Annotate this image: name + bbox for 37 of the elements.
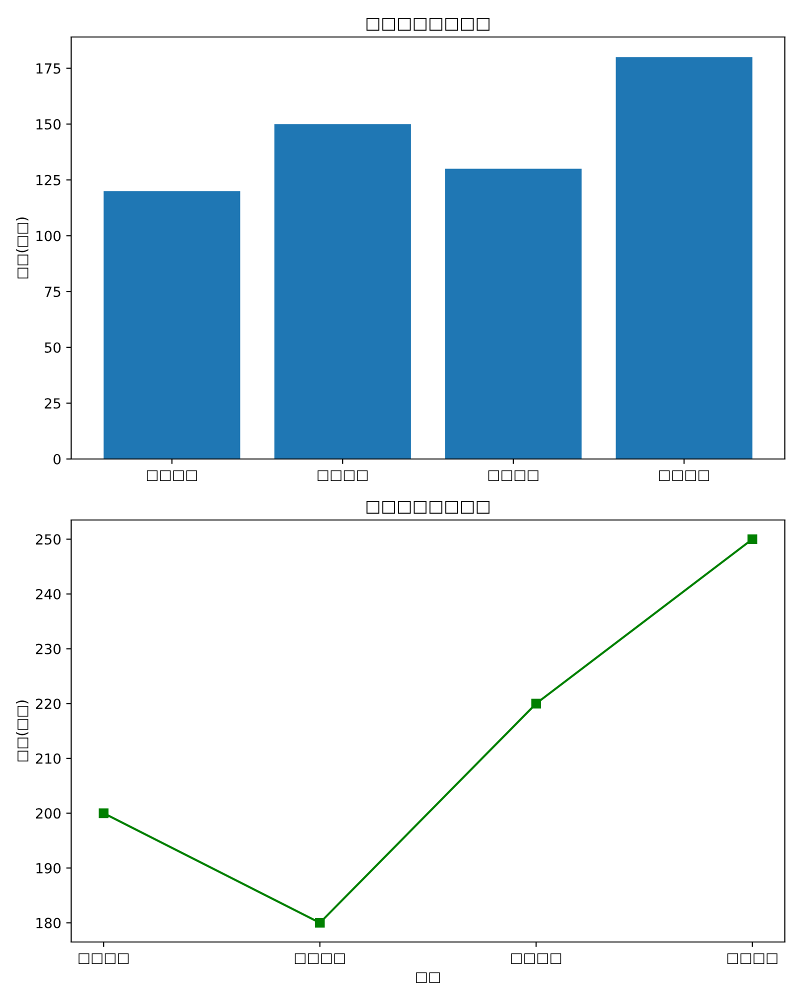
x-tick-label: □□□□ [488, 470, 538, 481]
x-axis-title: □□ [416, 972, 440, 983]
point [315, 918, 325, 928]
y-axis-title: □□(□□) [16, 700, 28, 762]
x-tick-label: □□□□ [511, 953, 562, 964]
y-tick-label: 200 [36, 808, 61, 819]
y-tick-label: 25 [44, 398, 60, 409]
bar [104, 191, 240, 459]
chart-title: □□□□□□□□ [366, 500, 490, 514]
y-tick-label: 125 [36, 174, 60, 186]
chart-title: □□□□□□□□ [366, 18, 490, 31]
point [531, 698, 541, 708]
x-tick-label: □□□□ [727, 953, 778, 964]
y-tick-label: 240 [36, 588, 61, 600]
bar [445, 168, 582, 459]
y-tick-label: 210 [36, 753, 61, 764]
y-tick-label: 75 [44, 286, 60, 298]
y-tick-label: 250 [36, 534, 61, 545]
x-tick-label: □□□□ [659, 470, 710, 481]
y-tick-label: 190 [36, 862, 61, 874]
y-tick-label: 175 [36, 63, 60, 74]
y-tick-label: 180 [36, 918, 61, 928]
y-tick-label: 150 [36, 119, 61, 130]
bar [616, 57, 752, 459]
y-tick-label: 50 [44, 342, 61, 353]
x-tick-label: □□□□ [294, 953, 345, 964]
bar [274, 124, 411, 459]
y-tick-label: 100 [36, 230, 61, 242]
y-tick-label: 220 [36, 698, 61, 710]
x-tick-label: □□□□ [78, 953, 129, 964]
x-tick-label: □□□□ [146, 470, 197, 481]
y-axis-title: □□(□□) [16, 218, 28, 278]
point [748, 534, 758, 544]
point [98, 808, 108, 818]
x-tick-label: □□□□ [318, 470, 368, 481]
y-tick-label: 0 [54, 454, 61, 464]
y-tick-label: 230 [36, 644, 61, 654]
